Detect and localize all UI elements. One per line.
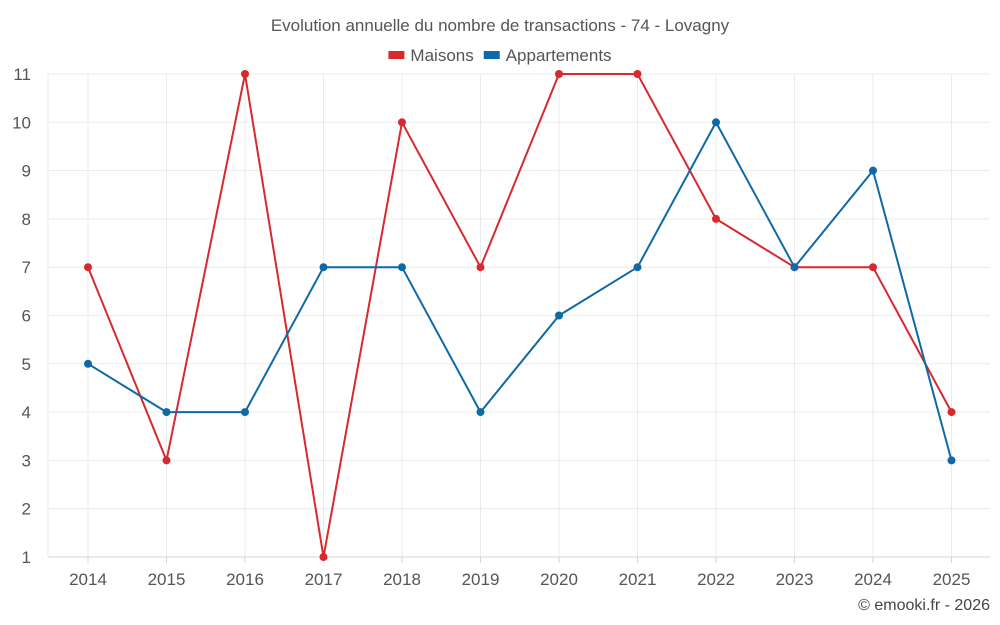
x-tick-label: 2017 bbox=[305, 570, 343, 589]
data-point-maisons bbox=[869, 263, 877, 272]
y-tick-label: 4 bbox=[22, 403, 31, 422]
data-point-appartements bbox=[319, 263, 328, 272]
y-tick-label: 1 bbox=[22, 548, 31, 567]
chart-title: Evolution annuelle du nombre de transact… bbox=[271, 16, 730, 35]
grid bbox=[48, 73, 990, 557]
series-line-appartements bbox=[87, 121, 953, 461]
data-point-maisons bbox=[555, 70, 563, 78]
y-tick-label: 7 bbox=[22, 258, 31, 277]
x-tick-label: 2021 bbox=[619, 570, 657, 589]
data-point-appartements bbox=[633, 263, 642, 272]
data-point-appartements bbox=[712, 118, 720, 127]
y-tick-label: 10 bbox=[12, 113, 31, 132]
x-tick-label: 2014 bbox=[69, 570, 107, 589]
y-tick-label: 6 bbox=[22, 307, 31, 326]
data-point-appartements bbox=[162, 408, 171, 417]
x-tick-label: 2019 bbox=[462, 570, 500, 589]
legend-swatch bbox=[388, 51, 405, 59]
legend-label: Appartements bbox=[506, 46, 612, 65]
data-point-maisons bbox=[476, 263, 485, 272]
x-tick-label: 2015 bbox=[148, 570, 186, 589]
x-tick-label: 2018 bbox=[383, 570, 421, 589]
legend-label: Maisons bbox=[410, 46, 473, 65]
legend-swatch bbox=[483, 51, 500, 59]
data-point-maisons bbox=[712, 214, 720, 223]
legend-item-maisons[interactable]: Maisons bbox=[388, 46, 474, 65]
x-tick-label: 2022 bbox=[697, 570, 735, 589]
axes: 1 2 3 4 5 6 7 8 9 10 11 2014 2015 2016 2017 2018 2019 202… bbox=[12, 65, 990, 589]
data-point-appartements bbox=[84, 359, 92, 368]
data-point-appartements bbox=[790, 263, 799, 272]
series-layer bbox=[84, 70, 956, 561]
data-point-maisons bbox=[241, 70, 249, 78]
data-point-maisons bbox=[162, 456, 171, 465]
y-tick-label: 2 bbox=[22, 500, 31, 519]
series-line-maisons bbox=[87, 73, 953, 558]
data-point-maisons bbox=[84, 263, 92, 272]
data-point-appartements bbox=[476, 408, 485, 417]
y-tick-label: 8 bbox=[22, 210, 31, 229]
data-point-appartements bbox=[241, 408, 249, 417]
data-point-maisons bbox=[633, 70, 642, 78]
data-point-appartements bbox=[869, 166, 877, 175]
y-tick-label: 5 bbox=[22, 355, 31, 374]
data-point-maisons bbox=[319, 553, 328, 561]
data-point-appartements bbox=[398, 263, 406, 272]
x-tick-label: 2023 bbox=[776, 570, 814, 589]
data-point-appartements bbox=[947, 456, 956, 465]
x-tick-label: 2016 bbox=[226, 570, 264, 589]
y-tick-label: 3 bbox=[22, 451, 31, 470]
y-tick-label: 9 bbox=[22, 162, 31, 181]
x-tick-label: 2020 bbox=[540, 570, 578, 589]
data-point-appartements bbox=[555, 311, 563, 320]
x-tick-label: 2025 bbox=[933, 570, 971, 589]
legend-item-appartements[interactable]: Appartements bbox=[483, 46, 612, 65]
legend: Maisons Appartements bbox=[388, 46, 612, 65]
data-point-maisons bbox=[947, 408, 956, 417]
data-point-maisons bbox=[398, 118, 406, 127]
credit-text: © emooki.fr - 2026 bbox=[858, 597, 990, 614]
y-tick-label: 11 bbox=[13, 65, 31, 84]
x-tick-label: 2024 bbox=[854, 570, 892, 589]
